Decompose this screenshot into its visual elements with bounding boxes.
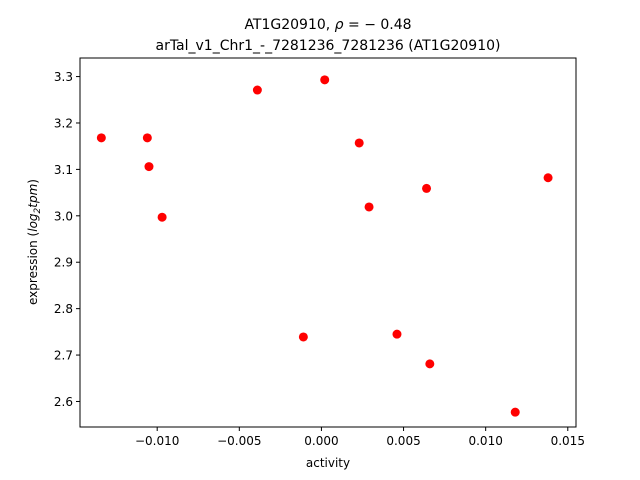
x-tick-label: −0.010 <box>135 434 179 448</box>
y-tick-label: 2.8 <box>54 302 73 316</box>
data-points <box>96 75 553 417</box>
y-axis-label: expression (log2tpm) <box>26 179 43 305</box>
y-tick-label: 2.7 <box>54 349 73 363</box>
y-tick-label: 3.1 <box>54 163 73 177</box>
scatter-point <box>144 162 154 172</box>
scatter-point <box>142 133 152 143</box>
chart-title-line2: arTal_v1_Chr1_-_7281236_7281236 (AT1G209… <box>155 38 500 54</box>
scatter-point <box>252 85 262 95</box>
scatter-point <box>96 133 106 143</box>
scatter-point <box>425 359 435 369</box>
scatter-point <box>422 183 432 193</box>
scatter-point <box>510 407 520 417</box>
y-tick-label: 3.3 <box>54 70 73 84</box>
scatter-point <box>392 329 402 339</box>
scatter-point <box>364 202 374 212</box>
scatter-point <box>157 212 167 222</box>
y-tick-label: 2.9 <box>54 256 73 270</box>
scatter-point <box>320 75 330 85</box>
scatter-point <box>543 173 553 183</box>
y-tick-label: 3.0 <box>54 209 73 223</box>
x-tick-label: 0.015 <box>551 434 585 448</box>
scatter-point <box>298 332 308 342</box>
x-tick-label: 0.005 <box>386 434 420 448</box>
y-tick-label: 2.6 <box>54 395 73 409</box>
x-axis-ticks: −0.010 −0.005 0.000 0.005 0.010 0.015 <box>135 427 585 448</box>
chart-title-line1: AT1G20910, ρ = − 0.48 <box>244 17 411 33</box>
scatter-point <box>354 138 364 148</box>
x-tick-label: 0.000 <box>304 434 338 448</box>
y-axis-ticks: 2.6 2.7 2.8 2.9 3.0 3.1 3.2 3.3 <box>54 70 80 409</box>
y-tick-label: 3.2 <box>54 116 73 130</box>
x-tick-label: −0.005 <box>217 434 261 448</box>
plot-area-frame <box>79 57 577 428</box>
x-tick-label: 0.010 <box>468 434 502 448</box>
x-axis-label: activity <box>306 456 350 470</box>
